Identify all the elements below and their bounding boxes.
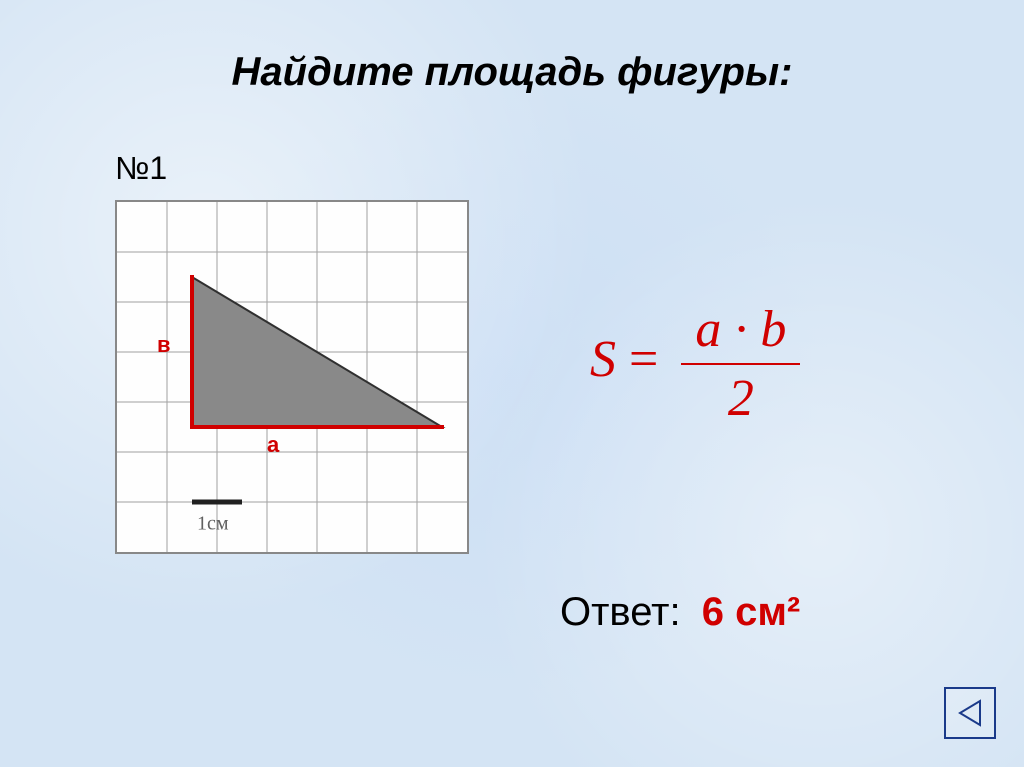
prev-slide-button[interactable] [944,687,996,739]
formula-equals: = [629,331,658,388]
back-triangle-icon [954,697,986,729]
answer-value: 6 см² [702,590,801,634]
page-title: Найдите площадь фигуры: [0,50,1024,95]
answer-label: Ответ: [560,590,681,634]
label-b: в [157,332,171,357]
area-formula: S = a · b 2 [590,300,800,428]
label-a: а [267,432,280,457]
formula-numerator: a · b [681,300,800,365]
formula-denominator: 2 [681,365,800,428]
formula-lhs: S [590,331,616,388]
answer-row: Ответ: 6 см² [560,590,800,635]
problem-number: №1 [115,150,167,187]
formula-fraction: a · b 2 [681,300,800,428]
triangle-grid-diagram: а в 1см [115,200,469,554]
scale-label: 1см [197,513,229,535]
